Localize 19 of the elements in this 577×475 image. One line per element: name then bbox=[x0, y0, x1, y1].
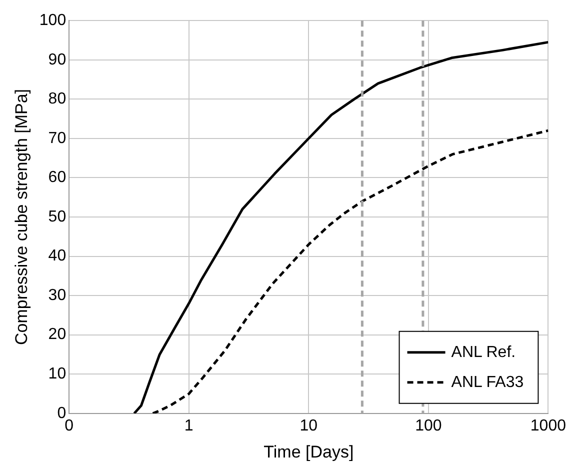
y-tick-label: 40 bbox=[48, 248, 66, 265]
legend-label: ANL Ref. bbox=[451, 344, 516, 361]
y-tick-label: 20 bbox=[48, 326, 66, 344]
x-tick-label: 10 bbox=[300, 417, 318, 434]
x-tick-label: 1000 bbox=[530, 417, 566, 434]
y-tick-label: 90 bbox=[48, 51, 66, 68]
legend-label: ANL FA33 bbox=[451, 374, 524, 391]
y-tick-label: 100 bbox=[39, 12, 66, 30]
y-tick-label: 0 bbox=[57, 404, 66, 422]
y-tick-label: 10 bbox=[48, 366, 66, 383]
y-tick-label: 30 bbox=[48, 286, 66, 304]
x-tick-label: 100 bbox=[415, 417, 442, 434]
y-tick-label: 60 bbox=[48, 169, 66, 186]
x-axis-title: Time [Days] bbox=[264, 442, 354, 462]
y-tick-label: 50 bbox=[48, 208, 66, 226]
y-tick-label: 80 bbox=[48, 90, 66, 108]
x-tick-label: 1 bbox=[184, 417, 194, 434]
y-axis-title: Compressive cube strength [MPa] bbox=[12, 88, 31, 346]
y-tick-label: 70 bbox=[48, 130, 66, 147]
